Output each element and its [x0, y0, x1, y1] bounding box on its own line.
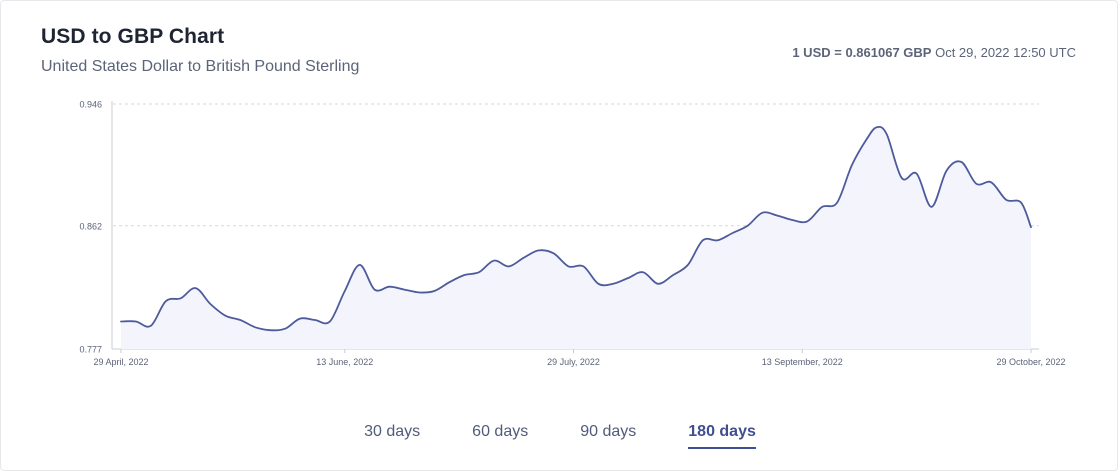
x-tick-label: 29 October, 2022 [996, 357, 1065, 367]
tab-60-days[interactable]: 60 days [472, 423, 529, 440]
current-rate-value: 1 USD = 0.861067 GBP [792, 45, 932, 60]
page-subtitle: United States Dollar to British Pound St… [41, 58, 360, 75]
x-tick-label: 13 June, 2022 [316, 357, 373, 367]
tab-90-days[interactable]: 90 days [580, 423, 637, 440]
series-line [120, 125, 1032, 332]
y-tick-label: 0.777 [79, 345, 102, 355]
tab-30-days[interactable]: 30 days [364, 423, 421, 440]
x-tick-label: 29 April, 2022 [93, 357, 148, 367]
y-tick-label: 0.862 [79, 221, 102, 231]
range-tabs: 30 days 60 days 90 days 180 days [1, 421, 1119, 449]
tab-180-days[interactable]: 180 days [688, 421, 756, 449]
page-title: USD to GBP Chart [41, 25, 225, 48]
x-tick-label: 13 September, 2022 [762, 357, 843, 367]
series-area [121, 126, 1031, 350]
current-rate: 1 USD = 0.861067 GBP Oct 29, 2022 12:50 … [792, 45, 1076, 60]
x-tick-label: 29 July, 2022 [547, 357, 600, 367]
current-rate-timestamp: Oct 29, 2022 12:50 UTC [935, 45, 1076, 60]
exchange-rate-chart: 0.777 0.862 0.946 29 April, 2022 13 June, 20… [79, 100, 1065, 368]
y-tick-label: 0.946 [79, 100, 102, 110]
